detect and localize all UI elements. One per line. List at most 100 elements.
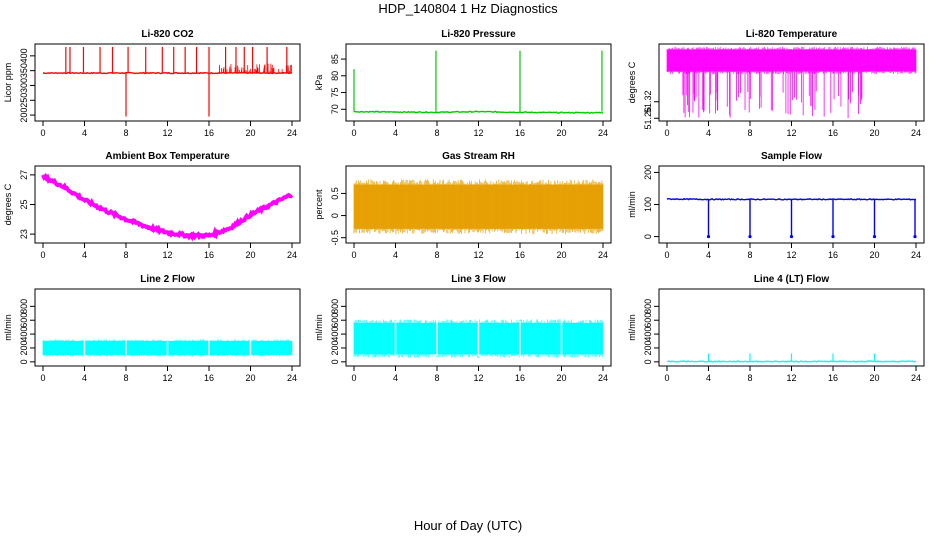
x-tick-label: 8 — [434, 128, 439, 138]
chart-title: Sample Flow — [761, 151, 822, 162]
x-tick-label: 16 — [828, 128, 838, 138]
y-tick-label: 0 — [330, 213, 340, 218]
x-tick-label: 16 — [204, 250, 214, 260]
y-axis-label: Licor ppm — [3, 63, 13, 103]
x-tick-label: 4 — [393, 373, 398, 383]
x-tick-label: 24 — [287, 373, 297, 383]
x-tick-label: 20 — [869, 373, 879, 383]
x-tick-label: 20 — [556, 250, 566, 260]
x-tick-label: 0 — [351, 128, 356, 138]
y-tick-label: -0.5 — [330, 230, 340, 246]
x-tick-label: 0 — [664, 373, 669, 383]
chart-panel: Sample Flow 0 4 8 12 16 20 24 0 100 200 ml/min — [627, 151, 925, 260]
x-tick-label: 12 — [162, 128, 172, 138]
x-tick-label: 4 — [82, 128, 87, 138]
x-tick-label: 12 — [473, 128, 483, 138]
y-tick-label: 51.26 — [643, 107, 653, 130]
y-tick-label: 85 — [330, 54, 340, 64]
x-tick-label: 0 — [351, 250, 356, 260]
x-tick-label: 8 — [434, 373, 439, 383]
y-tick-label: 600 — [330, 313, 340, 328]
x-tick-label: 24 — [911, 250, 921, 260]
x-tick-label: 24 — [911, 128, 921, 138]
x-tick-label: 16 — [828, 373, 838, 383]
chart-title: Li-820 CO2 — [141, 29, 194, 40]
x-tick-label: 20 — [556, 373, 566, 383]
x-tick-label: 20 — [245, 250, 255, 260]
y-tick-label: 80 — [330, 71, 340, 81]
chart-title: Li-820 Pressure — [441, 29, 516, 40]
x-axis-title: Hour of Day (UTC) — [413, 518, 523, 533]
x-tick-label: 4 — [706, 250, 711, 260]
y-tick-label: 800 — [330, 299, 340, 314]
y-tick-label: 200 — [19, 108, 29, 123]
x-tick-label: 24 — [287, 128, 297, 138]
x-tick-label: 24 — [598, 250, 608, 260]
plot-frame — [34, 43, 301, 122]
data-point — [789, 234, 794, 239]
x-tick-label: 8 — [747, 373, 752, 383]
y-axis-label: degrees C — [627, 61, 637, 103]
chart-title: Gas Stream RH — [442, 151, 515, 162]
x-tick-label: 12 — [786, 128, 796, 138]
x-tick-label: 16 — [515, 250, 525, 260]
x-tick-label: 8 — [434, 250, 439, 260]
x-tick-label: 4 — [82, 250, 87, 260]
chart-title: Line 3 Flow — [451, 274, 506, 285]
x-tick-label: 12 — [473, 373, 483, 383]
y-tick-label: 0.5 — [330, 187, 340, 200]
y-tick-label: 25 — [19, 199, 29, 209]
plot-frame — [345, 43, 612, 122]
x-tick-label: 4 — [82, 373, 87, 383]
y-tick-label: 200 — [330, 340, 340, 355]
y-tick-label: 300 — [19, 78, 29, 93]
x-tick-label: 16 — [828, 250, 838, 260]
y-tick-label: 400 — [19, 327, 29, 342]
y-tick-label: 0 — [643, 234, 653, 239]
chart-panel: Ambient Box Temperature 0 4 8 12 16 20 24 23 25 27… — [3, 151, 301, 260]
x-tick-label: 20 — [245, 373, 255, 383]
chart-title: Li-820 Temperature — [746, 29, 838, 40]
y-axis-label: percent — [314, 189, 324, 220]
y-axis-label: ml/min — [627, 191, 637, 218]
x-tick-label: 24 — [598, 373, 608, 383]
y-tick-label: 0 — [330, 359, 340, 364]
x-tick-label: 4 — [393, 250, 398, 260]
x-tick-label: 0 — [351, 373, 356, 383]
data-point — [872, 234, 877, 239]
chart-panel: Li-820 Pressure 0 4 8 12 16 20 24 70 75 80 85 kPa — [314, 29, 612, 138]
x-tick-label: 16 — [515, 128, 525, 138]
x-tick-label: 8 — [123, 128, 128, 138]
y-tick-label: 23 — [19, 229, 29, 239]
x-tick-label: 8 — [747, 128, 752, 138]
y-tick-label: 350 — [19, 63, 29, 78]
x-tick-label: 20 — [556, 128, 566, 138]
y-tick-label: 0 — [19, 359, 29, 364]
y-axis-label: ml/min — [3, 314, 13, 341]
x-tick-label: 24 — [911, 373, 921, 383]
chart-title: Line 2 Flow — [140, 274, 195, 285]
x-tick-label: 16 — [204, 128, 214, 138]
y-tick-label: 400 — [330, 327, 340, 342]
x-tick-label: 12 — [473, 250, 483, 260]
x-tick-label: 12 — [786, 373, 796, 383]
y-tick-label: 400 — [19, 48, 29, 63]
x-tick-label: 24 — [598, 128, 608, 138]
x-tick-label: 24 — [287, 250, 297, 260]
x-tick-label: 12 — [786, 250, 796, 260]
x-tick-label: 0 — [664, 250, 669, 260]
data-point — [913, 234, 917, 239]
y-tick-label: 100 — [643, 197, 653, 212]
chart-title: Line 4 (LT) Flow — [754, 274, 830, 285]
x-tick-label: 0 — [40, 128, 45, 138]
chart-title: Ambient Box Temperature — [105, 151, 230, 162]
y-axis-label: degrees C — [3, 183, 13, 225]
y-tick-label: 51.32 — [643, 90, 653, 113]
y-axis-label: ml/min — [627, 314, 637, 341]
main-title: HDP_140804 1 Hz Diagnostics — [378, 1, 558, 16]
